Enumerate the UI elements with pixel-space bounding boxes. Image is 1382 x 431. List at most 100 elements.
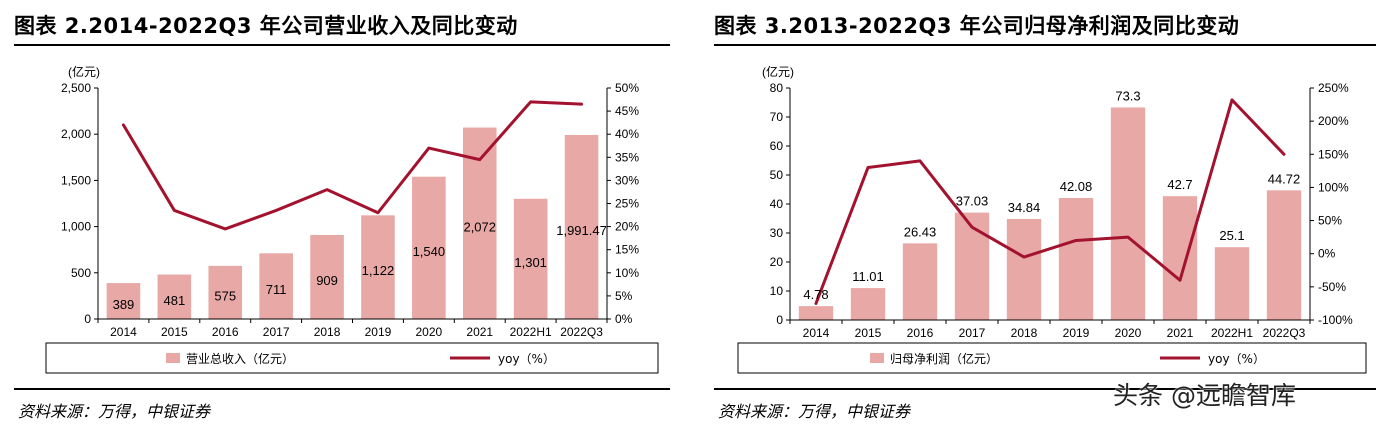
- legend-bar-label: 归母净利润（亿元）: [890, 351, 998, 366]
- y2-tick-label: 250%: [1318, 81, 1349, 95]
- x-tick-label: 2014: [803, 326, 830, 340]
- revenue-chart-panel: 图表 2.2014-2022Q3 年公司营业收入及同比变动 0 500 1,000 1…: [0, 0, 680, 431]
- x-tick-label: 2022Q3: [1263, 326, 1306, 340]
- data-label: 44.72: [1268, 171, 1301, 186]
- data-label: 481: [163, 293, 185, 308]
- net-profit-chart-panel: 图表 3.2013-2022Q3 年公司归母净利润及同比变动 0 10 20 30 40…: [700, 0, 1382, 431]
- bar-2018: [310, 235, 344, 319]
- x-tick-label: 2022H1: [510, 325, 552, 339]
- watermark: 头条 @远瞻智库: [1113, 381, 1296, 410]
- y-tick-label: 80: [770, 81, 784, 95]
- x-tick-label: 2020: [1115, 326, 1142, 340]
- legend-box: [737, 342, 1367, 374]
- y-axis-unit: (亿元): [68, 64, 100, 79]
- x-tick-label: 2017: [959, 326, 986, 340]
- data-label: 34.84: [1008, 200, 1041, 215]
- y-tick-label: 20: [770, 255, 784, 269]
- y-tick-label: 50: [770, 168, 784, 182]
- x-tick-label: 2015: [855, 326, 882, 340]
- y-tick-label: 0: [776, 313, 783, 327]
- yoy-line: [814, 98, 1286, 305]
- bar-2016: [902, 243, 938, 320]
- y2-tick-label: 200%: [1318, 114, 1349, 128]
- x-tick-label: 2016: [212, 325, 239, 339]
- bar-2020: [412, 176, 446, 319]
- data-label: 37.03: [956, 194, 989, 209]
- y2-tick-label: 0%: [615, 312, 633, 326]
- y-tick-label: 30: [770, 226, 784, 240]
- y-tick-label: 1,000: [61, 220, 91, 234]
- y-tick-label: 2,500: [61, 81, 91, 95]
- y-tick-label: 10: [770, 284, 784, 298]
- bar-2017: [954, 212, 990, 320]
- revenue-chart: 0 500 1,000 1,500 2,000 2,500 0% 5% 10% 15% 20% 25%…: [45, 64, 659, 374]
- data-label: 42.08: [1060, 179, 1093, 194]
- y2-tick-label: 40%: [615, 127, 639, 141]
- y-tick-label: 40: [770, 197, 784, 211]
- title-rule: [14, 44, 670, 46]
- data-label: 909: [316, 273, 338, 288]
- x-tick-label: 2018: [314, 325, 341, 339]
- x-tick-label: 2021: [466, 325, 493, 339]
- data-label: 389: [113, 297, 135, 312]
- y-axis-unit: (亿元): [762, 64, 794, 79]
- x-tick-label: 2019: [365, 325, 392, 339]
- y2-tick-label: 45%: [615, 104, 639, 118]
- bar-2021: [1162, 196, 1198, 320]
- x-tick-label: 2021: [1167, 326, 1194, 340]
- legend-bar-label: 营业总收入（亿元）: [186, 351, 294, 366]
- y2-tick-label: 30%: [615, 173, 639, 187]
- x-tick-label: 2015: [161, 325, 188, 339]
- legend-bar-swatch: [870, 353, 884, 363]
- bar-2017: [259, 253, 293, 319]
- y2-tick-label: 50%: [1318, 214, 1342, 228]
- y2-tick-label: 15%: [615, 243, 639, 257]
- data-label: 1,540: [413, 244, 446, 259]
- bar-2019: [1058, 197, 1094, 320]
- bar-2022Q3: [1266, 190, 1302, 320]
- source-note: 资料来源：万得，中银证券: [718, 402, 911, 421]
- bar-2015: [157, 274, 192, 319]
- data-label: 4.78: [803, 287, 828, 302]
- legend-line-label: yoy（%）: [1208, 352, 1265, 366]
- chart-title: 图表 3.2013-2022Q3 年公司归母净利润及同比变动: [714, 14, 1240, 38]
- bar-2022H1: [513, 198, 548, 319]
- x-tick-label: 2017: [263, 325, 290, 339]
- bar-2020: [1110, 107, 1146, 321]
- bar-2019: [361, 215, 395, 319]
- yoy-line: [121, 100, 584, 231]
- data-label: 2,072: [463, 219, 496, 234]
- y2-tick-label: -100%: [1318, 313, 1353, 327]
- y-tick-label: 0: [84, 312, 91, 326]
- data-label: 25.1: [1219, 228, 1244, 243]
- data-label: 26.43: [904, 224, 937, 239]
- x-tick-label: 2019: [1063, 326, 1090, 340]
- x-tick-label: 2018: [1011, 326, 1038, 340]
- bar-2016: [208, 265, 243, 319]
- x-tick-label: 2022Q3: [560, 325, 603, 339]
- x-tick-label: 2020: [415, 325, 442, 339]
- data-label: 711: [266, 282, 287, 297]
- title-rule: [714, 44, 1376, 46]
- x-tick-label: 2016: [907, 326, 934, 340]
- y2-tick-label: 5%: [615, 289, 633, 303]
- bar-2014: [798, 306, 834, 320]
- data-label: 1,122: [362, 263, 395, 278]
- y2-tick-label: 10%: [615, 266, 639, 280]
- y2-tick-label: 35%: [615, 150, 639, 164]
- legend-box: [45, 342, 659, 374]
- data-label: 42.7: [1167, 177, 1192, 192]
- y2-tick-label: 20%: [615, 220, 639, 234]
- y2-tick-label: 100%: [1318, 180, 1349, 194]
- y2-tick-label: -50%: [1318, 280, 1346, 294]
- data-label: 1,301: [514, 255, 547, 270]
- y2-tick-label: 0%: [1318, 247, 1336, 261]
- y2-tick-label: 25%: [615, 197, 639, 211]
- y-tick-label: 60: [770, 139, 784, 153]
- data-label: 11.01: [852, 269, 884, 284]
- bar-2018: [1006, 218, 1042, 320]
- y2-tick-label: 150%: [1318, 147, 1349, 161]
- chart-title: 图表 2.2014-2022Q3 年公司营业收入及同比变动: [14, 14, 518, 38]
- bottom-rule: [14, 388, 670, 390]
- data-label: 575: [214, 288, 236, 303]
